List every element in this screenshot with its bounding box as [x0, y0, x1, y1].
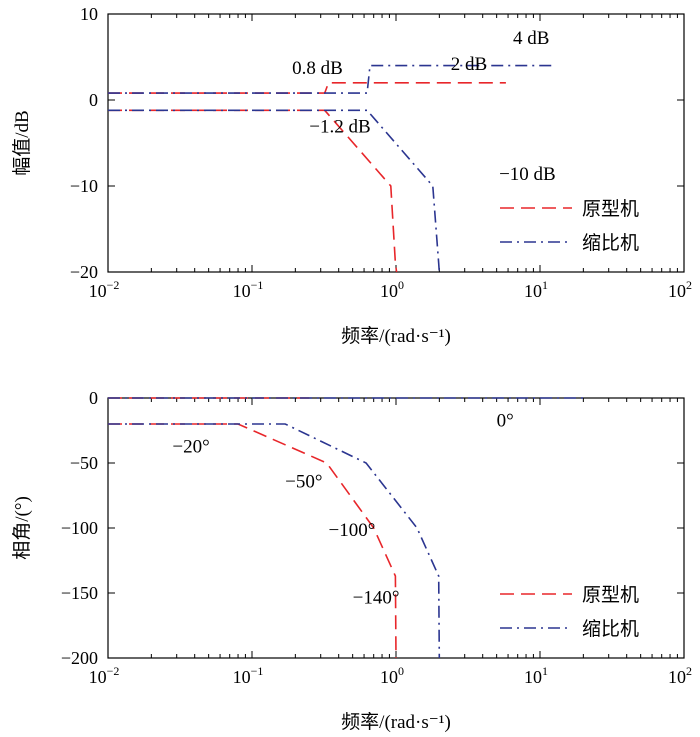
- annotation-label: −140°: [353, 587, 400, 608]
- y-tick-label: −50: [70, 453, 98, 473]
- magnitude-chart: 10−2 10−1 100 101 102100−10−20频率/(rad·s⁻¹)幅值…: [11, 4, 692, 347]
- annotation-label: −100°: [329, 520, 376, 541]
- legend-label: 缩比机: [582, 232, 639, 254]
- series-line: [108, 109, 398, 273]
- annotation-label: −1.2 dB: [309, 117, 370, 138]
- y-tick-label: −150: [61, 583, 98, 603]
- legend-label: 原型机: [582, 198, 639, 220]
- series-line: [108, 64, 554, 94]
- annotation-label: −20°: [172, 437, 209, 458]
- y-tick-label: 10: [80, 4, 98, 24]
- series-line: [108, 109, 441, 273]
- y-tick-label: 0: [89, 90, 98, 110]
- y-tick-label: −200: [61, 648, 98, 668]
- y-tick-label: −100: [61, 518, 98, 538]
- x-tick-label: 100: [380, 278, 404, 301]
- x-axis-title: 频率/(rad·s⁻¹): [341, 325, 451, 347]
- legend-label: 原型机: [582, 584, 639, 606]
- y-tick-label: −20: [70, 262, 98, 282]
- x-tick-label: 101: [524, 278, 548, 301]
- x-tick-label: 100: [380, 664, 404, 687]
- x-tick-label: 102: [668, 664, 692, 687]
- y-axis-title: 幅值/dB: [11, 110, 33, 175]
- x-tick-label: 10−1: [233, 278, 264, 301]
- x-axis-title: 频率/(rad·s⁻¹): [341, 711, 451, 733]
- legend-label: 缩比机: [582, 618, 639, 640]
- x-tick-label: 102: [668, 278, 692, 301]
- series-line: [108, 423, 397, 659]
- y-axis-title: 相角/(°): [11, 496, 33, 560]
- x-tick-label: 10−1: [233, 664, 264, 687]
- annotation-label: 4 dB: [513, 28, 549, 49]
- annotation-label: 0°: [497, 411, 514, 432]
- series-line: [108, 82, 506, 94]
- annotation-label: 0.8 dB: [292, 58, 343, 79]
- x-tick-label: 101: [524, 664, 548, 687]
- annotation-label: 2 dB: [451, 54, 487, 75]
- y-tick-label: −10: [70, 176, 98, 196]
- phase-chart: 10−2 10−1 100 101 1020−50−100−150−200频率/(rad…: [11, 388, 692, 733]
- y-tick-label: 0: [89, 388, 98, 408]
- annotation-label: −50°: [285, 472, 322, 493]
- series-line: [108, 423, 441, 659]
- annotation-label: −10 dB: [499, 164, 556, 185]
